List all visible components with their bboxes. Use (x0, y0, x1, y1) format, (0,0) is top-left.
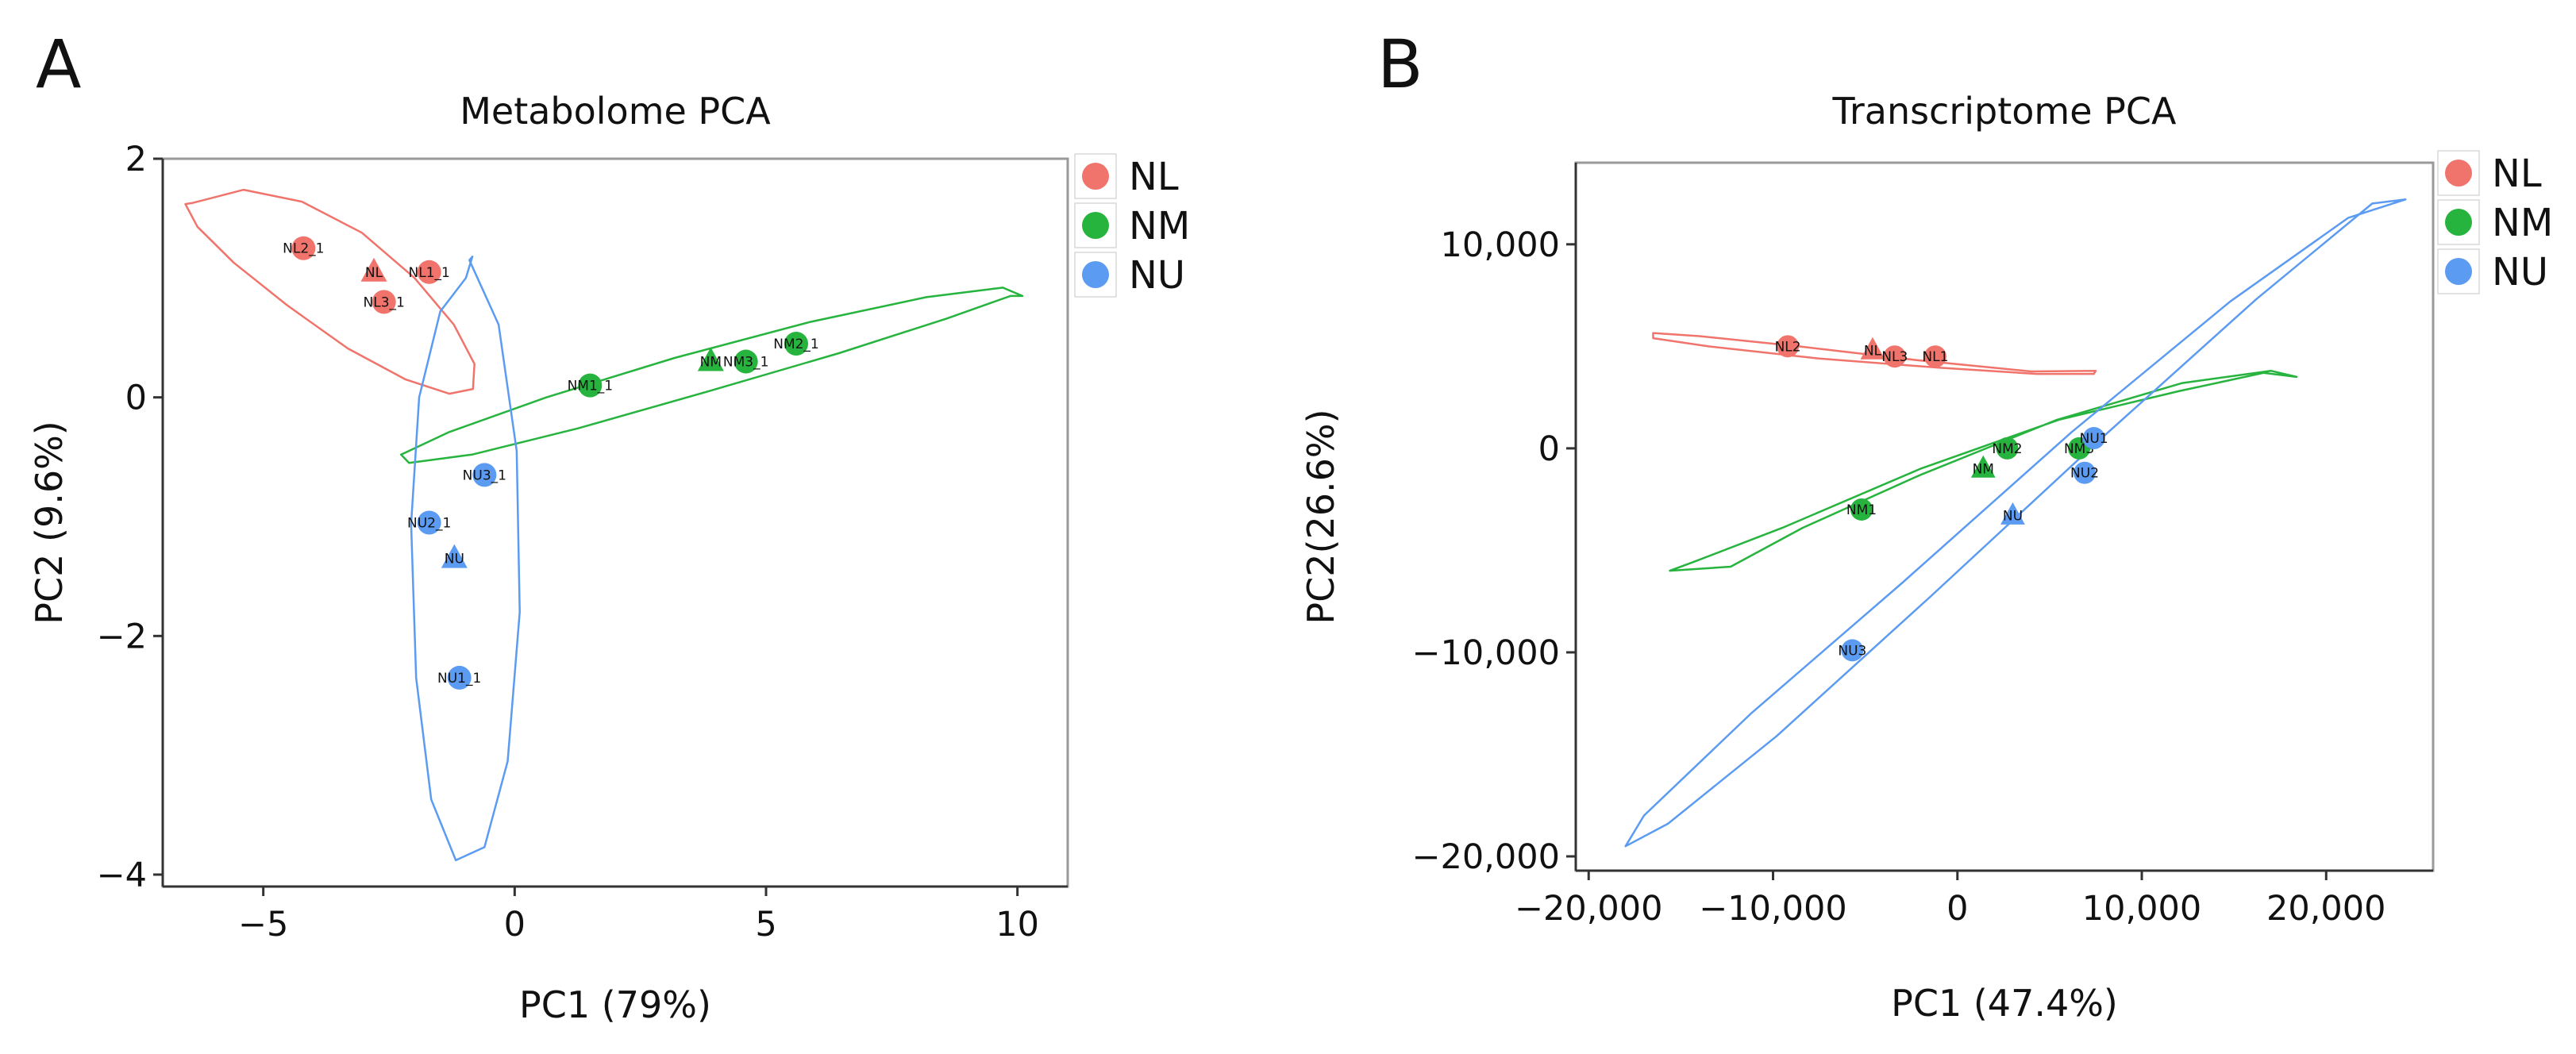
x-tick-label: 0 (504, 905, 526, 944)
point-nm3-1 (734, 349, 758, 374)
point-nm2-1 (784, 332, 808, 356)
x-axis-label: PC1 (79%) (519, 983, 711, 1026)
point-nm2 (1996, 437, 2019, 460)
y-tick-label: 10,000 (1441, 225, 1560, 265)
point-nu3-1 (472, 463, 497, 487)
legend-key-box (2437, 150, 2480, 196)
point-label-nu: NU (2003, 509, 2023, 525)
legend-marker-nm (2445, 209, 2472, 236)
x-tick-label: −5 (238, 905, 288, 944)
point-label-nu3-1: NU3_1 (463, 467, 506, 483)
point-nl2 (1777, 335, 1800, 358)
point-label-nu2: NU2 (2070, 466, 2099, 482)
point-nu1 (2082, 427, 2105, 450)
point-label-nu: NU (445, 552, 464, 567)
point-nu2 (2074, 461, 2097, 484)
metabolome-pca-panel: A Metabolome PCA −5 0 5 10 2 0 −2 −4 PC1 (79%) PC2 … (28, 25, 1190, 1026)
chart-title: Transcriptome PCA (1832, 90, 2177, 133)
point-nm1-1 (578, 373, 603, 398)
point-label-nu3: NU3 (1838, 643, 1866, 659)
legend-key-box (1074, 153, 1117, 199)
point-nu3 (1841, 639, 1864, 662)
confidence-ellipse-nu (1624, 198, 2407, 848)
legend-marker-nu (1082, 261, 1109, 288)
point-nl3 (1883, 345, 1906, 368)
point-label-nm: NM (700, 355, 722, 371)
legend-key-box (1074, 202, 1117, 248)
point-label-nm1: NM1 (1846, 502, 1877, 518)
confidence-ellipse-nm (399, 287, 1024, 464)
legend-key-box (2437, 199, 2480, 245)
point-nu1-1 (447, 665, 472, 690)
point-nl2-1 (291, 236, 316, 260)
x-tick-label: −10,000 (1699, 889, 1847, 929)
y-tick-label: −4 (97, 856, 147, 895)
point-label-nm2-1: NM2_1 (773, 337, 819, 352)
point-label-nl1-1: NL1_1 (409, 265, 450, 281)
chart-title: Metabolome PCA (460, 90, 771, 133)
legend-label-nl: NL (2492, 152, 2542, 196)
point-label-nu1-1: NU1_1 (437, 671, 481, 687)
legend-marker-nl (2445, 160, 2472, 187)
panel-label: A (36, 25, 81, 103)
y-tick-label: 2 (125, 140, 147, 179)
confidence-ellipse-nm (1669, 369, 2298, 572)
legend-label-nl: NL (1129, 155, 1179, 199)
point-label-nl2-1: NL2_1 (283, 241, 324, 257)
x-tick-label: 5 (755, 905, 776, 944)
legend-marker-nm (1082, 212, 1109, 239)
legend-label-nm: NM (1129, 204, 1190, 248)
point-nl3-1 (372, 290, 396, 314)
point-label-nl: NL (365, 265, 383, 281)
y-tick-label: −20,000 (1412, 837, 1561, 877)
point-label-nm3-1: NM3_1 (723, 355, 769, 371)
point-label-nl1: NL1 (1922, 349, 1948, 365)
point-label-nl: NL (1864, 343, 1882, 359)
y-tick-label: 0 (1538, 429, 1560, 469)
point-nl (1860, 337, 1885, 360)
confidence-ellipse-nl (1652, 332, 2097, 375)
point-nm (697, 347, 724, 371)
legend-label-nu: NU (1129, 253, 1185, 298)
legend-marker-nu (2445, 258, 2472, 285)
point-nl (360, 257, 387, 282)
y-tick-label: −10,000 (1412, 633, 1561, 673)
point-label-nu1: NU1 (2080, 431, 2108, 447)
point-nm1 (1850, 498, 1873, 521)
point-label-nm2: NM2 (1992, 441, 2022, 457)
point-nl1 (1923, 345, 1946, 368)
legend-label-nm: NM (2492, 201, 2553, 245)
legend-key-box (2437, 248, 2480, 294)
point-label-nm1-1: NM1_1 (568, 379, 614, 394)
x-tick-label: 0 (1946, 889, 1968, 929)
point-label-nu2-1: NU2_1 (407, 515, 451, 531)
point-nu (441, 544, 468, 568)
point-nu2-1 (417, 510, 441, 535)
y-tick-label: −2 (97, 617, 147, 656)
point-label-nl2: NL2 (1775, 339, 1801, 355)
x-axis-label: PC1 (47.4%) (1891, 982, 2118, 1025)
y-tick-label: 0 (125, 379, 147, 418)
transcriptome-pca-panel: B Transcriptome PCA −20,000 −10,000 0 10,000 2… (1300, 25, 2553, 1025)
confidence-ellipse-nl (184, 188, 476, 395)
y-axis-label: PC2 (9.6%) (28, 421, 71, 625)
point-label-nl3-1: NL3_1 (364, 294, 405, 310)
x-tick-label: −20,000 (1515, 889, 1663, 929)
x-tick-label: 10,000 (2082, 889, 2201, 929)
confidence-ellipse-nu (410, 256, 521, 862)
point-nm (1970, 455, 1996, 478)
legend-marker-nl (1082, 163, 1109, 190)
point-nl1-1 (417, 260, 441, 284)
point-label-nm: NM (1973, 462, 1994, 478)
legend-key-box (1074, 252, 1117, 298)
x-tick-label: 10 (995, 905, 1039, 944)
y-axis-label: PC2(26.6%) (1300, 409, 1342, 624)
point-label-nl3: NL3 (1881, 349, 1908, 365)
point-nu (2000, 502, 2025, 525)
panel-label: B (1377, 25, 1423, 103)
plot-frame (161, 157, 1069, 888)
x-tick-label: 20,000 (2266, 889, 2385, 929)
legend-label-nu: NU (2492, 250, 2548, 294)
